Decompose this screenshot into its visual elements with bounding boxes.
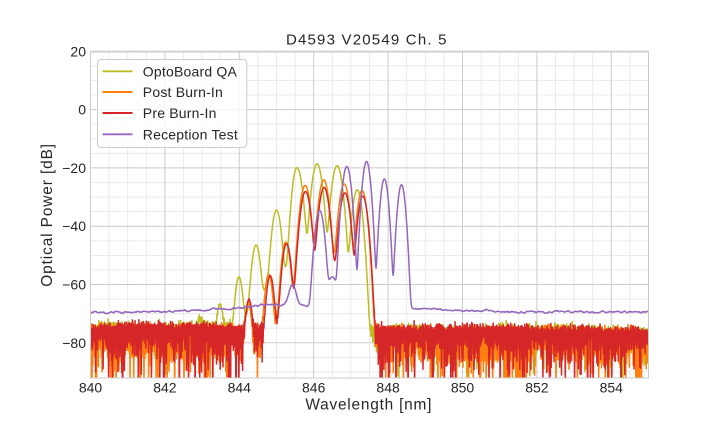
svg-text:840: 840 (79, 379, 103, 395)
svg-text:854: 854 (600, 379, 624, 395)
svg-text:−60: −60 (62, 277, 86, 293)
svg-text:OptoBoard QA: OptoBoard QA (143, 63, 238, 79)
svg-text:846: 846 (302, 379, 326, 395)
svg-text:20: 20 (70, 43, 86, 59)
svg-text:844: 844 (228, 379, 252, 395)
svg-text:850: 850 (451, 379, 475, 395)
svg-text:0: 0 (78, 102, 86, 118)
svg-text:Pre Burn-In: Pre Burn-In (143, 105, 217, 121)
svg-text:−80: −80 (62, 335, 86, 351)
svg-text:848: 848 (376, 379, 400, 395)
svg-text:D4593 V20549 Ch. 5: D4593 V20549 Ch. 5 (286, 32, 448, 49)
svg-text:−40: −40 (62, 218, 86, 234)
svg-text:842: 842 (153, 379, 177, 395)
svg-text:Reception Test: Reception Test (143, 126, 238, 142)
svg-text:Post Burn-In: Post Burn-In (143, 84, 223, 100)
svg-text:−20: −20 (62, 160, 86, 176)
svg-text:Wavelength [nm]: Wavelength [nm] (305, 397, 432, 414)
svg-text:852: 852 (525, 379, 549, 395)
svg-text:Optical Power [dB]: Optical Power [dB] (39, 143, 56, 287)
